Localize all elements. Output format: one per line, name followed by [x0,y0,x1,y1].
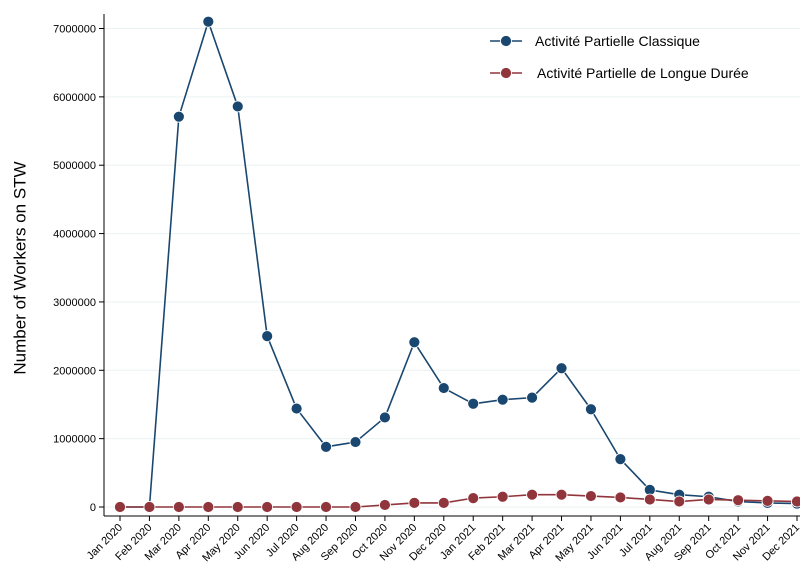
legend: Activité Partielle Classique Activité Pa… [490,33,749,81]
data-point [732,494,745,507]
data-point [290,402,303,415]
data-point [526,488,538,501]
data-point [791,495,800,508]
data-point [202,15,215,28]
data-point [585,490,597,502]
axes [103,14,800,517]
data-point [437,382,450,394]
y-tick-label: 5000000 [53,160,96,172]
data-point [467,492,480,505]
gridlines [104,28,800,508]
data-point [643,493,656,506]
y-tick-label: 2000000 [53,365,96,377]
y-axis-title: Number of Workers on STW [10,161,29,374]
series-line [120,20,798,508]
y-tick-label: 4000000 [53,229,96,241]
data-point [143,501,156,513]
legend-item-classique: Activité Partielle Classique [490,33,700,49]
data-point [614,491,627,504]
data-point [496,393,509,406]
legend-marker-longue-duree [500,67,512,79]
data-point [349,436,362,448]
data-point [290,501,303,513]
legend-item-longue-duree: Activité Partielle de Longue Durée [490,65,749,81]
y-tick-label: 7000000 [53,24,96,36]
data-point [349,501,362,513]
data-point [761,494,774,507]
y-tick-label: 1000000 [53,434,96,446]
data-point [172,501,185,513]
y-tick-label: 6000000 [53,92,96,104]
data-point [261,501,274,513]
data-point [408,496,421,509]
legend-marker-classique [500,35,512,47]
data-point [673,495,686,508]
data-point [172,110,185,123]
data-point [379,411,391,424]
y-tick-label: 3000000 [53,297,96,309]
series [114,15,800,513]
y-tick-label: 0 [90,502,96,514]
series-group [114,488,800,513]
data-point [379,499,391,511]
data-point [320,440,332,453]
data-point [467,397,480,410]
data-point [614,453,627,466]
data-point [261,330,274,343]
data-point [496,490,509,503]
data-point [320,501,332,513]
legend-label-longue-duree: Activité Partielle de Longue Durée [537,65,749,81]
data-point [555,362,568,375]
data-point [437,496,450,509]
data-point [585,403,597,416]
data-point [231,501,244,513]
y-tick-labels: 0 1000000 2000000 3000000 4000000 5000000 6000… [53,24,104,514]
data-point [202,501,215,513]
data-point [114,501,126,513]
series-group [114,15,800,513]
legend-label-classique: Activité Partielle Classique [535,33,700,49]
data-point [231,100,244,113]
data-point [555,488,568,501]
data-point [702,493,715,506]
data-point [526,391,538,404]
data-point [408,336,421,349]
